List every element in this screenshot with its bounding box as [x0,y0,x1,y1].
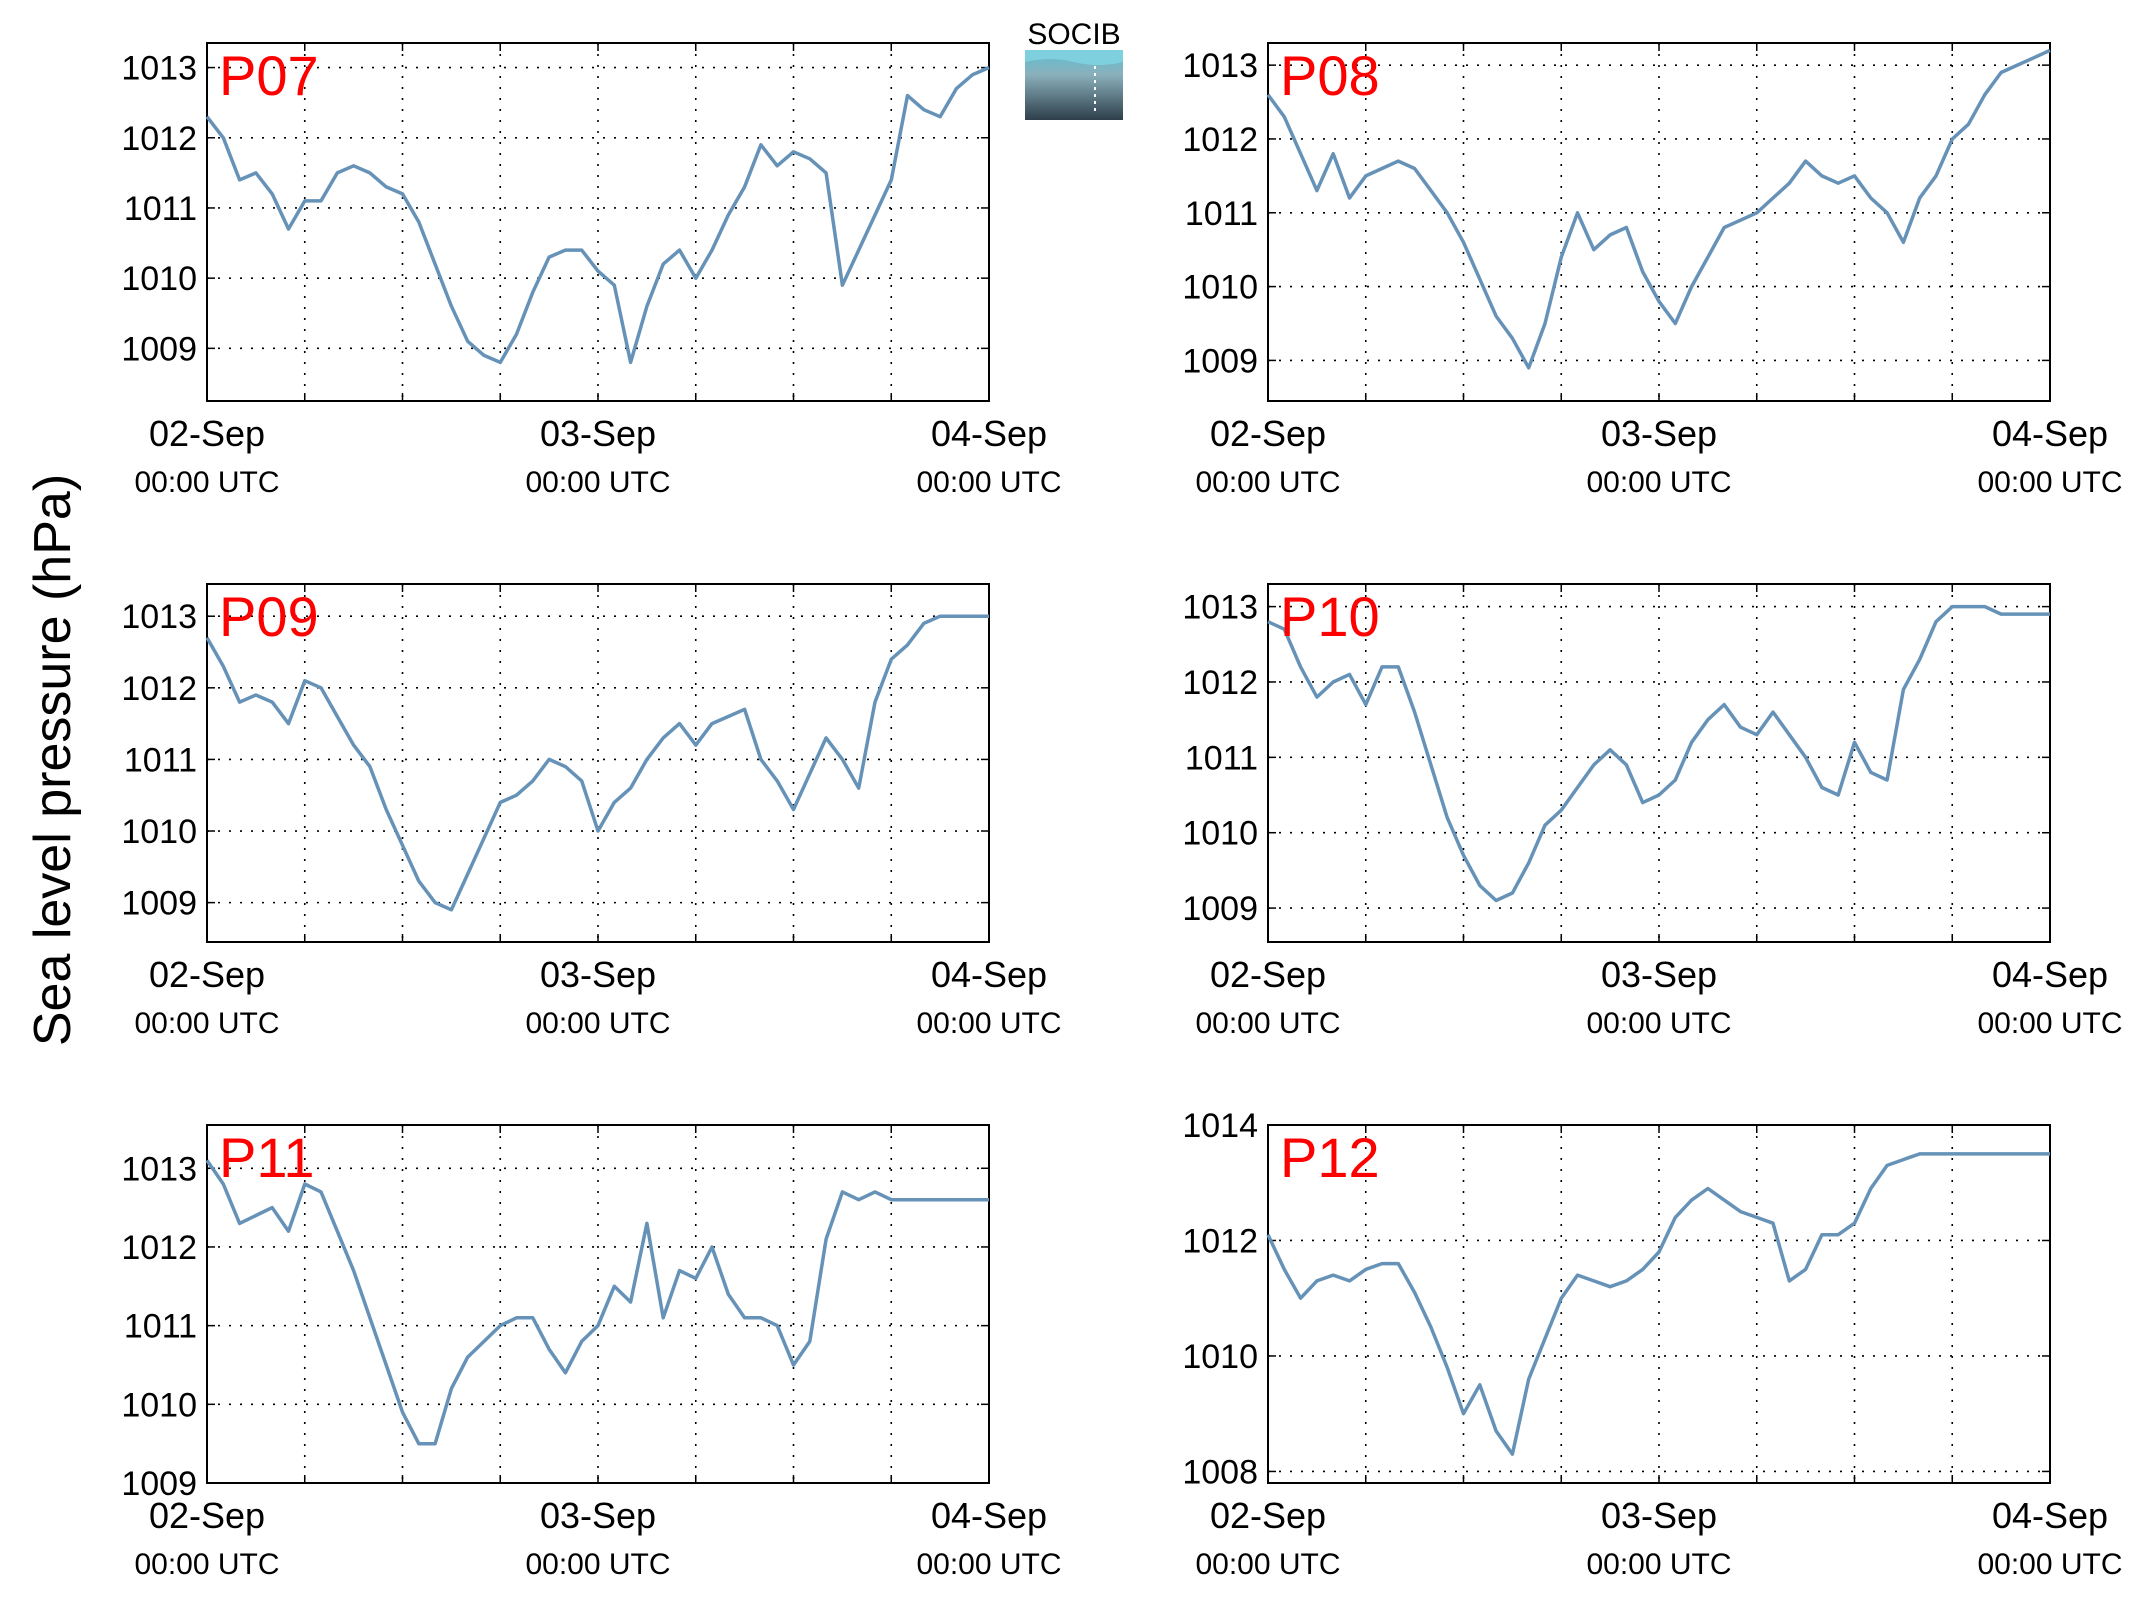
x-tick-label: 02-Sep [1210,1495,1326,1536]
x-tick-sublabel: 00:00 UTC [1977,466,2122,499]
y-tick-label: 1009 [121,330,197,368]
x-tick-sublabel: 00:00 UTC [916,1548,1061,1581]
y-tick-label: 1013 [121,50,197,88]
x-tick-label: 04-Sep [931,413,1047,454]
logo-wave-icon [1025,50,1123,65]
chart-panel-p08: 1009 1010 1011 1012 1013 P08 02-Sep 00:00 UTC 03… [1182,42,2123,499]
x-tick-sublabel: 00:00 UTC [1586,466,1731,499]
y-tick-label: 1012 [121,120,197,158]
x-tick-label: 03-Sep [540,954,656,995]
panel-label: P12 [1280,1126,1380,1189]
x-tick-sublabel: 00:00 UTC [1195,1007,1340,1040]
y-tick-label: 1012 [121,670,197,708]
axes-frame [1267,1124,2051,1484]
y-tick-label: 1010 [121,1386,197,1424]
chart-panel-p09: 1009 1010 1011 1012 1013 P09 02-Sep 00:00 UTC 03… [121,583,1062,1040]
x-tick-label: 03-Sep [540,413,656,454]
y-tick-label: 1011 [124,741,197,779]
y-tick-label: 1012 [1182,664,1258,702]
y-tick-label: 1013 [1182,47,1258,85]
socib-logo: SOCIB [1025,18,1123,120]
y-tick-label: 1011 [124,1308,197,1346]
y-tick-label: 1010 [121,260,197,298]
x-tick-sublabel: 00:00 UTC [134,466,279,499]
x-tick-label: 04-Sep [931,954,1047,995]
x-tick-label: 02-Sep [1210,413,1326,454]
axes-frame [206,42,990,402]
axes-frame [1267,42,2051,402]
x-tick-label: 02-Sep [149,954,265,995]
x-tick-sublabel: 00:00 UTC [1977,1548,2122,1581]
x-tick-label: 02-Sep [149,413,265,454]
y-tick-label: 1012 [1182,121,1258,159]
x-tick-sublabel: 00:00 UTC [1586,1007,1731,1040]
x-tick-label: 03-Sep [1601,1495,1717,1536]
x-tick-sublabel: 00:00 UTC [916,1007,1061,1040]
x-tick-label: 02-Sep [1210,954,1326,995]
series-line [205,65,990,365]
x-tick-label: 03-Sep [1601,954,1717,995]
y-tick-label: 1009 [1182,342,1258,380]
x-tick-sublabel: 00:00 UTC [1977,1007,2122,1040]
panel-label: P11 [219,1126,314,1189]
y-tick-label: 1011 [124,190,197,228]
x-tick-label: 04-Sep [1992,954,2108,995]
axes-frame [206,1124,990,1484]
x-tick-label: 04-Sep [931,1495,1047,1536]
y-tick-label: 1011 [1185,195,1258,233]
x-tick-sublabel: 00:00 UTC [525,466,670,499]
y-tick-label: 1010 [121,813,197,851]
panel-label: P08 [1280,44,1380,107]
panel-label: P07 [219,44,319,107]
x-tick-label: 03-Sep [1601,413,1717,454]
y-tick-label: 1014 [1182,1107,1258,1145]
x-tick-sublabel: 00:00 UTC [134,1548,279,1581]
x-tick-label: 03-Sep [540,1495,656,1536]
y-tick-label: 1010 [1182,1338,1258,1376]
x-tick-sublabel: 00:00 UTC [1586,1548,1731,1581]
chart-panel-p11: 1009 1010 1011 1012 1013 P11 02-Sep 00:00 UTC 03… [121,1124,1062,1581]
y-tick-label: 1012 [121,1229,197,1267]
series-line [1267,604,2050,903]
series-line [1266,1152,2050,1456]
chart-panel-p07: 1009 1010 1011 1012 1013 P07 02-Sep 00:00 UTC 03… [121,42,1062,499]
y-tick-label: 1009 [1182,890,1258,928]
x-tick-label: 02-Sep [149,1495,265,1536]
x-tick-sublabel: 00:00 UTC [134,1007,279,1040]
chart-panels: 1009 1010 1011 1012 1013 P07 02-Sep 00:00 UTC 03… [121,42,2123,1581]
y-tick-label: 1013 [121,1150,197,1188]
series-line [205,1159,989,1446]
panel-label: P09 [219,585,319,648]
axes-frame [1267,583,2051,943]
x-tick-sublabel: 00:00 UTC [1195,466,1340,499]
y-tick-label: 1012 [1182,1222,1258,1260]
y-tick-label: 1010 [1182,269,1258,307]
axes-frame [206,583,990,943]
y-tick-label: 1008 [1182,1453,1258,1491]
series-line [205,614,989,912]
y-tick-label: 1009 [121,1465,197,1503]
y-tick-label: 1011 [1185,739,1258,777]
panel-label: P10 [1280,585,1380,648]
y-tick-label: 1013 [121,598,197,636]
x-tick-label: 04-Sep [1992,1495,2108,1536]
x-tick-label: 04-Sep [1992,413,2108,454]
logo-text: SOCIB [1027,18,1120,51]
x-tick-sublabel: 00:00 UTC [525,1548,670,1581]
series-line [1266,48,2051,370]
chart-panel-p12: 1008 1010 1012 1014 P12 02-Sep 00:00 UTC 03-Sep… [1182,1107,2122,1581]
y-tick-label: 1009 [121,885,197,923]
y-tick-label: 1013 [1182,589,1258,627]
x-tick-sublabel: 00:00 UTC [525,1007,670,1040]
chart-panel-p10: 1009 1010 1011 1012 1013 P10 02-Sep 00:00 UTC 03… [1182,583,2123,1040]
y-tick-label: 1010 [1182,815,1258,853]
x-tick-sublabel: 00:00 UTC [1195,1548,1340,1581]
x-tick-sublabel: 00:00 UTC [916,466,1061,499]
y-axis-label: Sea level pressure (hPa) [24,474,82,1046]
